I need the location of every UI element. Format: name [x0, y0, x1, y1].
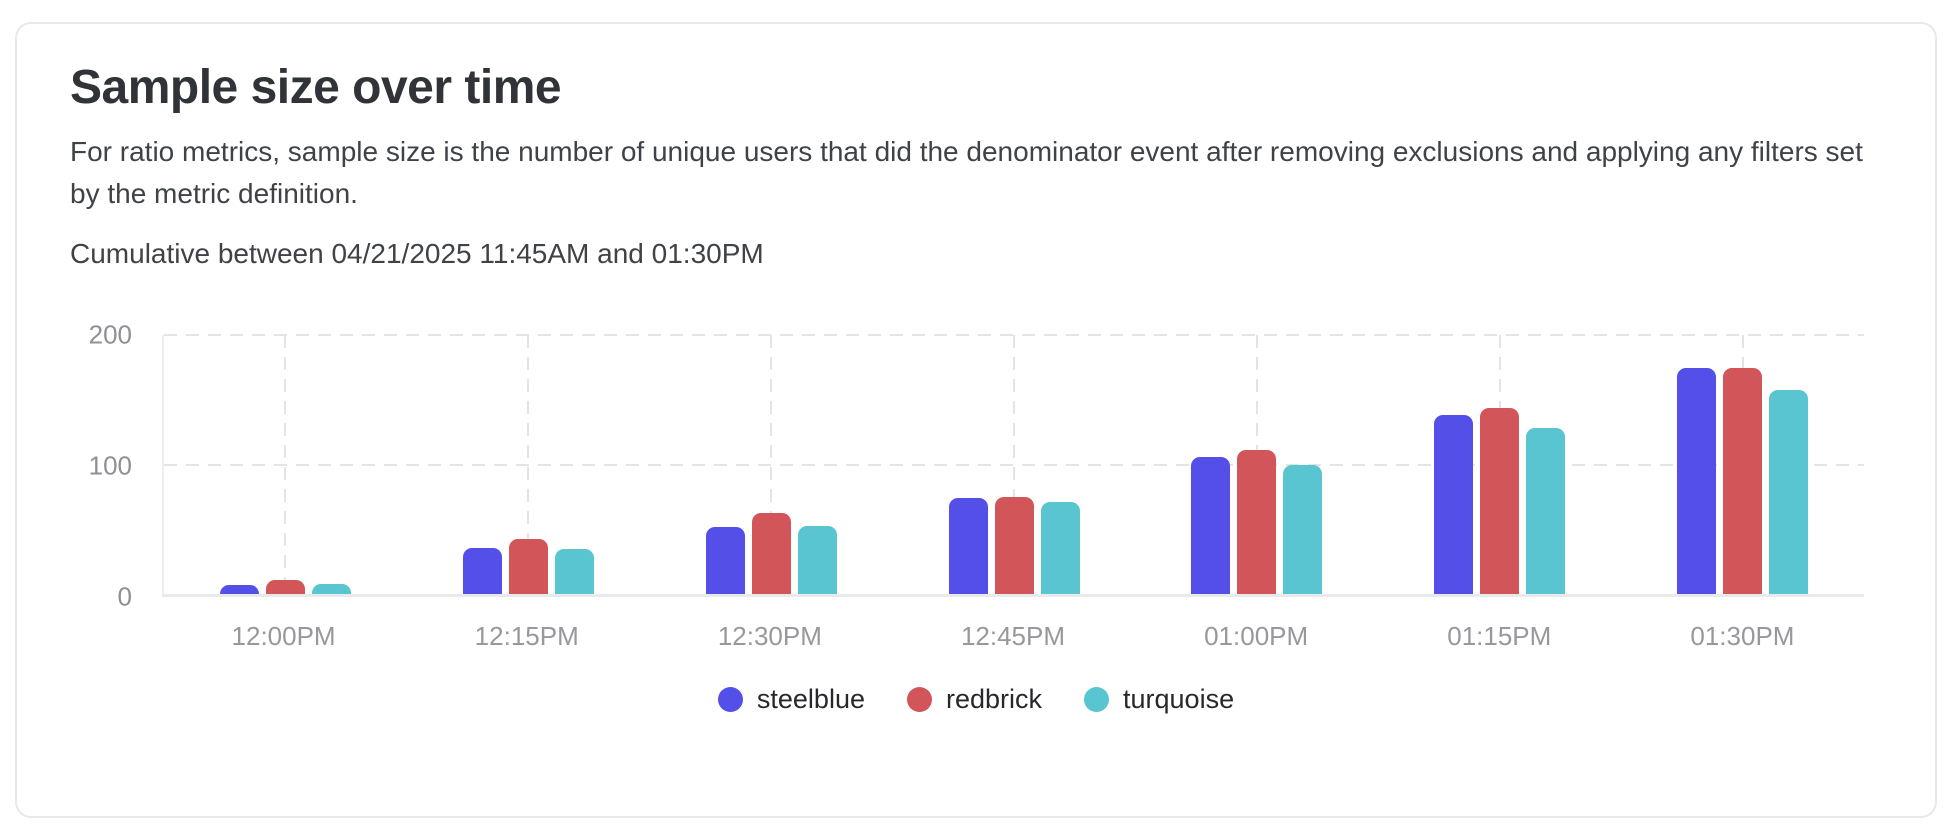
gridline-x-12:45PM: [1013, 335, 1015, 595]
category-group-01:00PM: [1135, 335, 1378, 595]
category-group-12:15PM: [407, 335, 650, 595]
y-tick-200: 200: [88, 319, 132, 350]
bar-steelblue-12:00PM[interactable]: [219, 585, 259, 595]
category-group-12:45PM: [893, 335, 1136, 595]
x-tick-12:15PM: 12:15PM: [474, 621, 579, 652]
category-group-01:30PM: [1621, 335, 1864, 595]
legend-label: turquoise: [1123, 684, 1235, 715]
bar-redbrick-01:00PM[interactable]: [1237, 450, 1277, 595]
bar-turquoise-12:15PM[interactable]: [554, 548, 594, 595]
legend-item-steelblue[interactable]: steelblue: [717, 684, 865, 715]
legend-label: steelblue: [756, 684, 865, 715]
bar-redbrick-12:00PM[interactable]: [265, 579, 305, 595]
sample-size-chart: 0 100 200: [70, 320, 1882, 612]
bar-steelblue-01:30PM[interactable]: [1677, 367, 1717, 595]
bar-turquoise-12:45PM[interactable]: [1040, 502, 1080, 595]
bar-redbrick-01:30PM[interactable]: [1723, 367, 1763, 595]
bar-steelblue-01:15PM[interactable]: [1434, 415, 1474, 595]
y-tick-100: 100: [88, 450, 132, 481]
y-tick-0: 0: [117, 581, 132, 612]
bar-steelblue-12:30PM[interactable]: [705, 526, 745, 595]
gridline-x-12:15PM: [527, 335, 530, 595]
gridline-x-12:30PM: [770, 335, 773, 595]
y-axis: 0 100 200: [70, 320, 162, 612]
metric-description: For ratio metrics, sample size is the nu…: [70, 136, 1863, 210]
x-tick-12:00PM: 12:00PM: [231, 621, 336, 652]
sample-size-card: Sample size over time For ratio metrics,…: [15, 22, 1937, 818]
bar-turquoise-01:15PM[interactable]: [1526, 428, 1566, 595]
bar-steelblue-01:00PM[interactable]: [1191, 456, 1231, 595]
legend-label: redbrick: [945, 684, 1043, 715]
plot-area: [162, 334, 1864, 598]
turquoise-swatch-icon: [1084, 687, 1110, 713]
chart-legend: steelblue redbrick turquoise: [70, 684, 1882, 715]
bar-turquoise-01:30PM[interactable]: [1769, 389, 1809, 595]
legend-item-redbrick[interactable]: redbrick: [906, 684, 1043, 715]
bar-turquoise-01:00PM[interactable]: [1283, 464, 1323, 595]
page-title: Sample size over time: [70, 61, 562, 114]
bar-steelblue-12:45PM[interactable]: [948, 498, 988, 595]
x-tick-12:45PM: 12:45PM: [960, 621, 1066, 652]
redbrick-swatch-icon: [906, 687, 932, 713]
date-range-subtitle: Cumulative between 04/21/2025 11:45AM an…: [70, 238, 764, 270]
bar-redbrick-12:15PM[interactable]: [508, 538, 548, 595]
bar-redbrick-12:30PM[interactable]: [751, 512, 791, 595]
x-tick-01:15PM: 01:15PM: [1447, 621, 1552, 652]
bar-redbrick-12:45PM[interactable]: [994, 497, 1034, 595]
x-tick-01:00PM: 01:00PM: [1204, 621, 1309, 652]
steelblue-swatch-icon: [717, 687, 743, 713]
x-axis: 12:00PM 12:15PM 12:30PM 12:45PM 01:00PM 01:15…: [162, 621, 1864, 652]
category-group-01:15PM: [1378, 335, 1621, 595]
x-tick-01:30PM: 01:30PM: [1690, 621, 1795, 652]
category-group-12:30PM: [650, 335, 893, 595]
x-tick-12:30PM: 12:30PM: [717, 621, 822, 652]
bar-turquoise-12:30PM[interactable]: [797, 525, 837, 595]
category-group-12:00PM: [164, 335, 407, 595]
bar-redbrick-01:15PM[interactable]: [1480, 407, 1520, 595]
bar-turquoise-12:00PM[interactable]: [311, 583, 351, 595]
legend-item-turquoise[interactable]: turquoise: [1084, 684, 1234, 715]
bar-steelblue-12:15PM[interactable]: [462, 547, 502, 595]
gridline-x-12:00PM: [284, 335, 287, 595]
